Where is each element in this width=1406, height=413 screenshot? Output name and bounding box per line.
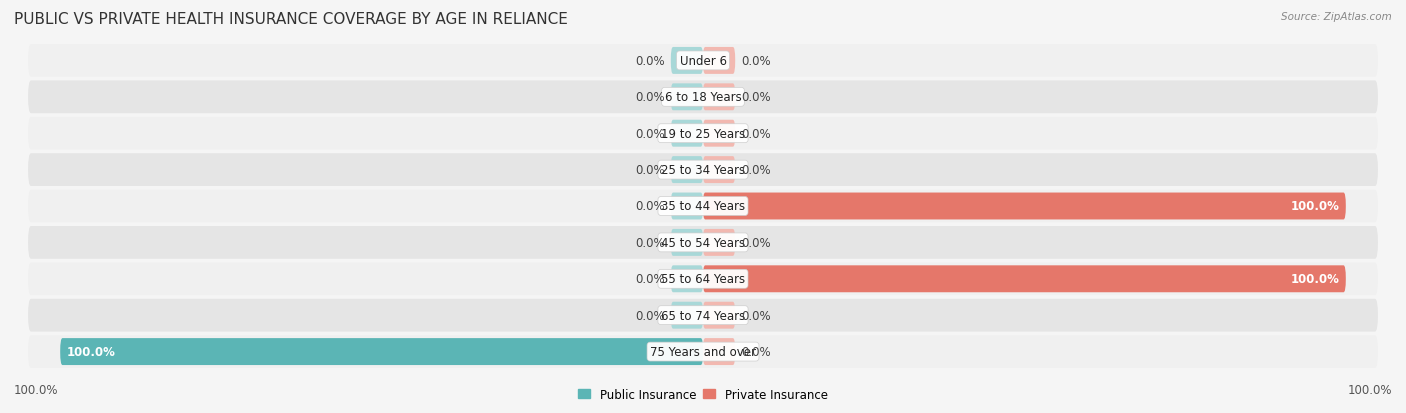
Text: 0.0%: 0.0% bbox=[636, 200, 665, 213]
Text: 0.0%: 0.0% bbox=[741, 164, 770, 177]
FancyBboxPatch shape bbox=[671, 266, 703, 292]
Text: 35 to 44 Years: 35 to 44 Years bbox=[661, 200, 745, 213]
FancyBboxPatch shape bbox=[671, 229, 703, 256]
Text: 55 to 64 Years: 55 to 64 Years bbox=[661, 273, 745, 286]
Text: Under 6: Under 6 bbox=[679, 55, 727, 68]
FancyBboxPatch shape bbox=[703, 84, 735, 111]
FancyBboxPatch shape bbox=[703, 121, 735, 147]
Text: Source: ZipAtlas.com: Source: ZipAtlas.com bbox=[1281, 12, 1392, 22]
FancyBboxPatch shape bbox=[703, 48, 735, 75]
Text: 0.0%: 0.0% bbox=[636, 236, 665, 249]
FancyBboxPatch shape bbox=[703, 338, 735, 365]
FancyBboxPatch shape bbox=[28, 299, 1378, 332]
Text: 100.0%: 100.0% bbox=[66, 345, 115, 358]
Text: 0.0%: 0.0% bbox=[741, 309, 770, 322]
Text: PUBLIC VS PRIVATE HEALTH INSURANCE COVERAGE BY AGE IN RELIANCE: PUBLIC VS PRIVATE HEALTH INSURANCE COVER… bbox=[14, 12, 568, 27]
Text: 0.0%: 0.0% bbox=[636, 309, 665, 322]
FancyBboxPatch shape bbox=[28, 335, 1378, 368]
Text: 6 to 18 Years: 6 to 18 Years bbox=[665, 91, 741, 104]
Text: 0.0%: 0.0% bbox=[741, 55, 770, 68]
FancyBboxPatch shape bbox=[671, 84, 703, 111]
FancyBboxPatch shape bbox=[703, 193, 1346, 220]
Text: 0.0%: 0.0% bbox=[636, 164, 665, 177]
FancyBboxPatch shape bbox=[703, 266, 1346, 292]
Text: 0.0%: 0.0% bbox=[636, 127, 665, 140]
Text: 19 to 25 Years: 19 to 25 Years bbox=[661, 127, 745, 140]
Legend: Public Insurance, Private Insurance: Public Insurance, Private Insurance bbox=[574, 383, 832, 406]
Text: 100.0%: 100.0% bbox=[14, 384, 59, 396]
FancyBboxPatch shape bbox=[671, 121, 703, 147]
Text: 0.0%: 0.0% bbox=[636, 91, 665, 104]
FancyBboxPatch shape bbox=[671, 302, 703, 329]
Text: 75 Years and over: 75 Years and over bbox=[650, 345, 756, 358]
Text: 100.0%: 100.0% bbox=[1291, 273, 1340, 286]
Text: 65 to 74 Years: 65 to 74 Years bbox=[661, 309, 745, 322]
FancyBboxPatch shape bbox=[703, 229, 735, 256]
Text: 0.0%: 0.0% bbox=[636, 55, 665, 68]
FancyBboxPatch shape bbox=[28, 190, 1378, 223]
Text: 100.0%: 100.0% bbox=[1291, 200, 1340, 213]
FancyBboxPatch shape bbox=[671, 193, 703, 220]
Text: 25 to 34 Years: 25 to 34 Years bbox=[661, 164, 745, 177]
Text: 0.0%: 0.0% bbox=[741, 345, 770, 358]
FancyBboxPatch shape bbox=[703, 302, 735, 329]
FancyBboxPatch shape bbox=[28, 118, 1378, 150]
Text: 100.0%: 100.0% bbox=[1347, 384, 1392, 396]
Text: 45 to 54 Years: 45 to 54 Years bbox=[661, 236, 745, 249]
FancyBboxPatch shape bbox=[60, 338, 703, 365]
FancyBboxPatch shape bbox=[28, 154, 1378, 187]
Text: 0.0%: 0.0% bbox=[636, 273, 665, 286]
FancyBboxPatch shape bbox=[703, 157, 735, 184]
FancyBboxPatch shape bbox=[671, 48, 703, 75]
FancyBboxPatch shape bbox=[28, 81, 1378, 114]
FancyBboxPatch shape bbox=[28, 45, 1378, 78]
Text: 0.0%: 0.0% bbox=[741, 91, 770, 104]
FancyBboxPatch shape bbox=[28, 263, 1378, 295]
FancyBboxPatch shape bbox=[28, 226, 1378, 259]
Text: 0.0%: 0.0% bbox=[741, 236, 770, 249]
Text: 0.0%: 0.0% bbox=[741, 127, 770, 140]
FancyBboxPatch shape bbox=[671, 157, 703, 184]
